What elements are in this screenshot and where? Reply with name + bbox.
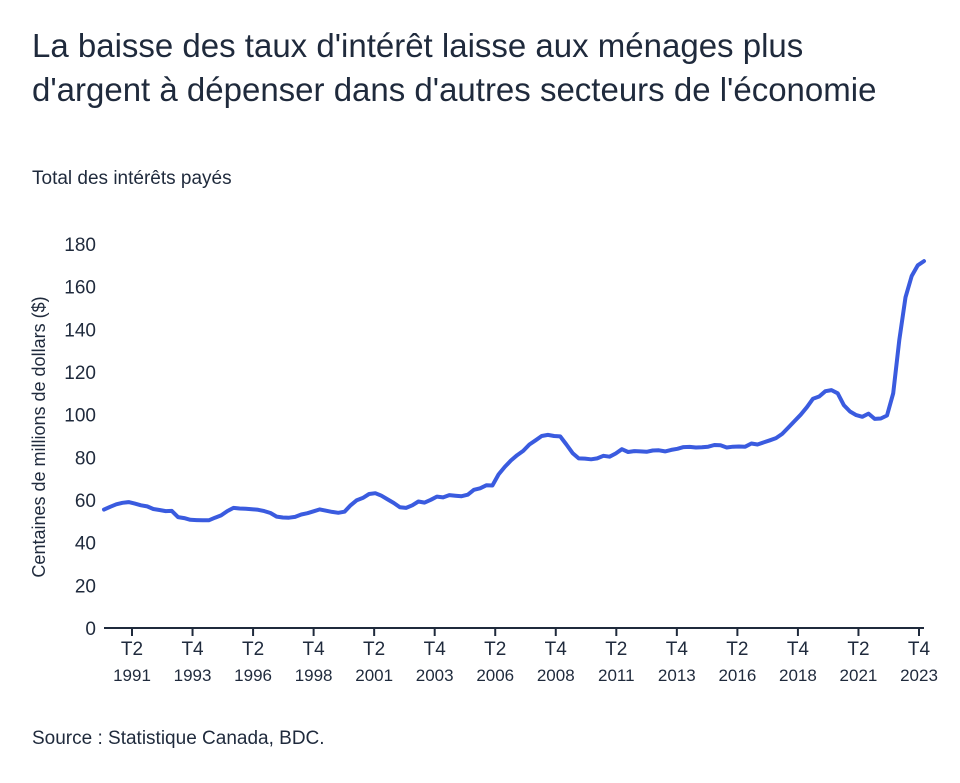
- x-tick-label-quarter: T2: [363, 639, 385, 660]
- x-tick-label-quarter: T2: [484, 639, 506, 660]
- x-tick-label-year: 1993: [174, 666, 212, 685]
- chart-subtitle: Total des intérêts payés: [32, 168, 232, 189]
- x-axis: T2 1991 T4 1993 T2 1996 T4 1998 T2 2001 T4 2003 T2 20…: [104, 627, 938, 685]
- x-tick-label-year: 2008: [537, 666, 575, 685]
- x-tick-label-year: 2018: [779, 666, 817, 685]
- x-tick-label-quarter: T2: [242, 639, 264, 660]
- x-tick-label-year: 2001: [355, 666, 393, 685]
- y-axis-label: Centaines de millions de dollars ($): [29, 296, 49, 577]
- x-tick-label-quarter: T4: [908, 639, 931, 660]
- y-tick-label: 40: [75, 534, 96, 555]
- y-tick-label: 120: [64, 363, 96, 384]
- y-tick-label: 0: [85, 619, 96, 640]
- x-tick-label-year: 2003: [416, 666, 454, 685]
- x-tick-label-year: 2006: [476, 666, 514, 685]
- y-tick-label: 140: [64, 320, 96, 341]
- y-tick-label: 100: [64, 406, 96, 427]
- y-tick-label: 80: [75, 448, 96, 469]
- y-tick-label: 160: [64, 278, 96, 299]
- line-chart: 0 20 40 60 80 100 120 140 160 180 T2 1991 T4 1993 T2 1…: [29, 235, 938, 685]
- x-tick-label-year: 1996: [234, 666, 272, 685]
- y-tick-label: 180: [64, 235, 96, 256]
- x-tick-label-year: 1998: [295, 666, 333, 685]
- x-tick-label-quarter: T2: [605, 639, 627, 660]
- y-tick-label: 60: [75, 491, 96, 512]
- y-axis: 0 20 40 60 80 100 120 140 160 180: [64, 235, 96, 640]
- x-tick-label-quarter: T4: [181, 639, 204, 660]
- x-tick-label-quarter: T2: [121, 639, 143, 660]
- x-tick-label-year: 2013: [658, 666, 696, 685]
- x-tick-label-quarter: T4: [424, 639, 447, 660]
- x-tick-label-year: 1991: [113, 666, 151, 685]
- x-tick-label-year: 2011: [598, 666, 635, 685]
- series-line: [102, 259, 926, 523]
- x-tick-label-year: 2021: [840, 666, 878, 685]
- x-tick-label-quarter: T4: [545, 639, 568, 660]
- source-note: Source : Statistique Canada, BDC.: [32, 728, 325, 749]
- x-tick-label-quarter: T4: [787, 639, 810, 660]
- chart-title: La baisse des taux d'intérêt laisse aux …: [32, 27, 877, 108]
- x-tick-label-quarter: T4: [666, 639, 689, 660]
- x-tick-label-quarter: T2: [847, 639, 869, 660]
- x-tick-label-year: 2023: [900, 666, 938, 685]
- x-tick-label-quarter: T2: [726, 639, 748, 660]
- x-tick-label-year: 2016: [718, 666, 756, 685]
- y-tick-label: 20: [75, 576, 96, 597]
- x-tick-label-quarter: T4: [303, 639, 326, 660]
